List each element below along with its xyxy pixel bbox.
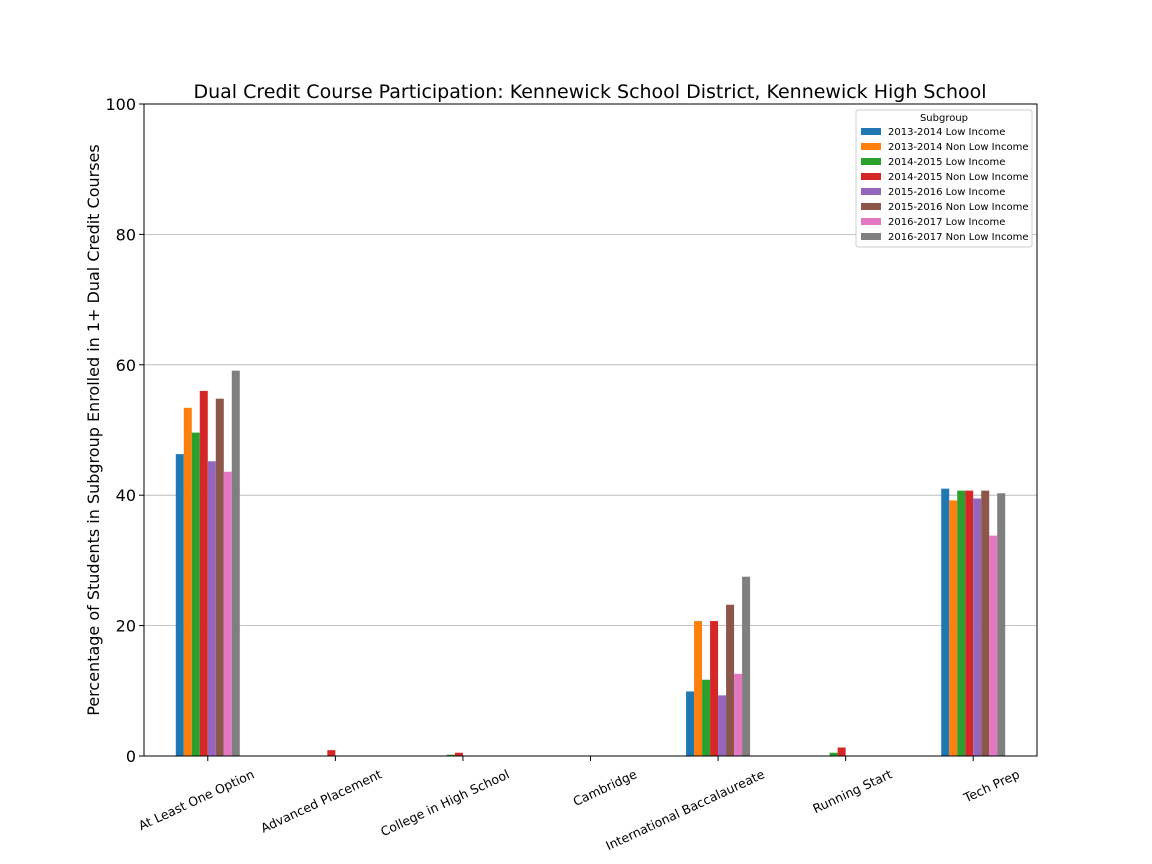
legend-swatch — [861, 233, 881, 240]
bar — [327, 750, 336, 756]
bar — [718, 695, 727, 756]
bar — [454, 752, 463, 756]
legend-swatch — [861, 188, 881, 195]
y-tick-label: 80 — [116, 225, 136, 244]
legend-label: 2015-2016 Non Low Income — [888, 202, 1028, 213]
bar — [949, 500, 958, 756]
bar — [175, 454, 184, 756]
x-tick-label: Advanced Placement — [258, 766, 384, 835]
legend-label: 2014-2015 Non Low Income — [888, 172, 1028, 183]
bar — [997, 493, 1006, 756]
bar — [829, 752, 838, 756]
bar — [965, 490, 974, 756]
legend-swatch — [861, 218, 881, 225]
bar — [941, 488, 950, 756]
bar — [742, 576, 751, 756]
bars — [175, 370, 1006, 756]
bar — [183, 407, 192, 756]
legend: Subgroup 2013-2014 Low Income 2013-2014 N… — [855, 109, 1033, 248]
y-tick-label: 40 — [116, 486, 136, 505]
legend-title: Subgroup — [920, 113, 968, 124]
bar — [981, 490, 990, 756]
chart-title: Dual Credit Course Participation: Kennew… — [193, 81, 986, 103]
y-axis-label: Percentage of Students in Subgroup Enrol… — [84, 144, 103, 715]
y-tick-label: 20 — [116, 617, 136, 636]
legend-label: 2013-2014 Low Income — [888, 127, 1005, 138]
legend-swatch — [861, 203, 881, 210]
legend-box — [855, 109, 1033, 248]
legend-label: 2014-2015 Low Income — [888, 157, 1005, 168]
bar — [989, 535, 998, 756]
legend-label: 2016-2017 Low Income — [888, 217, 1005, 228]
bar — [686, 691, 695, 756]
x-axis-ticks: At Least One Option Advanced PlacementCol… — [136, 756, 1022, 853]
bar — [199, 390, 208, 756]
bar — [734, 673, 743, 756]
y-axis-ticks: 0 20 40 60 80 100 — [105, 95, 144, 766]
legend-items: 2013-2014 Low Income 2013-2014 Non Low In… — [861, 127, 1028, 243]
x-tick-label: Cambridge — [571, 766, 640, 809]
bar — [726, 604, 735, 756]
bar — [710, 621, 719, 756]
legend-swatch — [861, 128, 881, 135]
y-tick-label: 0 — [126, 747, 136, 766]
bar — [957, 490, 966, 756]
y-tick-label: 100 — [105, 95, 136, 114]
legend-label: 2015-2016 Low Income — [888, 187, 1005, 198]
bar — [191, 432, 200, 756]
gridlines — [144, 233, 1037, 626]
bar — [702, 679, 711, 756]
bar — [207, 461, 216, 756]
bar — [231, 370, 240, 756]
bar — [837, 747, 846, 756]
bar — [446, 754, 455, 756]
legend-swatch — [861, 143, 881, 150]
legend-label: 2013-2014 Non Low Income — [888, 142, 1028, 153]
bar — [215, 398, 224, 756]
x-tick-label: College in High School — [378, 766, 511, 839]
legend-swatch — [861, 158, 881, 165]
bar — [973, 498, 982, 756]
legend-swatch — [861, 173, 881, 180]
x-tick-label: At Least One Option — [136, 766, 256, 833]
x-tick-label: Running Start — [810, 766, 894, 816]
legend-label: 2016-2017 Non Low Income — [888, 232, 1028, 243]
bar — [223, 471, 232, 756]
x-tick-label: Tech Prep — [960, 766, 1021, 805]
y-tick-label: 60 — [116, 356, 136, 375]
bar — [694, 621, 703, 756]
